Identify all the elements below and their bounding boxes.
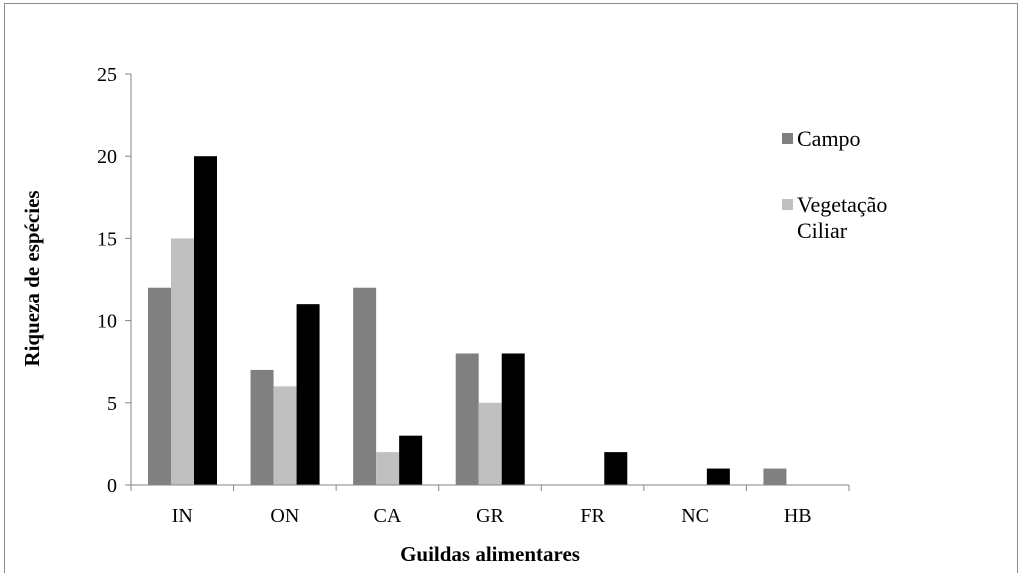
chart-frame [4,3,1018,573]
bar [376,452,400,485]
legend-label: Vegetação [797,192,887,217]
bar [194,156,217,485]
bar [455,353,479,485]
bars-group [148,156,787,485]
legend-swatch [782,199,793,210]
x-axis-title: Guildas alimentares [400,542,580,566]
x-tick-label: CA [374,505,402,527]
legend-swatch [782,133,793,144]
bar [148,287,171,485]
legend-label: Campo [797,126,861,151]
y-axis-title: Riqueza de espécies [20,190,44,366]
y-tick-label: 25 [97,64,117,86]
x-tick-label: NC [681,505,709,527]
bar [604,452,628,485]
bar [501,353,525,485]
y-tick-label: 20 [97,146,117,168]
bar [171,238,194,485]
y-tick-label: 5 [107,393,117,415]
y-ticks-group: 0 5 10 15 20 25 [97,64,131,497]
x-tick-label: HB [784,505,812,527]
bar [250,369,274,485]
bar [706,468,730,485]
y-tick-label: 10 [97,311,117,333]
y-tick-label: 15 [97,228,117,250]
x-tick-label: ON [270,505,299,527]
x-tick-label: IN [172,505,193,527]
x-ticks-group: IN ON CA GR FR NC HB [130,485,850,527]
bar [478,402,502,485]
bar [763,468,787,485]
bar [399,435,423,485]
x-tick-label: GR [476,505,504,527]
bar [273,386,297,485]
y-tick-label: 0 [107,475,117,497]
x-tick-label: FR [580,505,605,527]
bar [353,287,377,485]
bar [296,304,320,485]
legend-label: Ciliar [797,218,848,243]
